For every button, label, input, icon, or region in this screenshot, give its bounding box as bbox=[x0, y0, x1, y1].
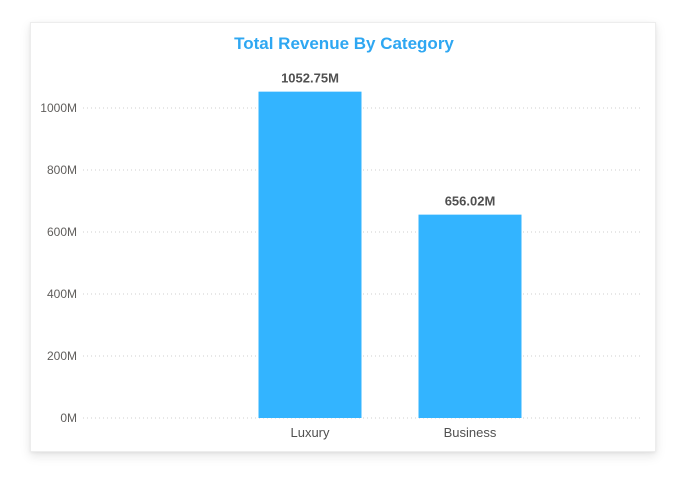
y-tick-label: 800M bbox=[47, 163, 77, 177]
y-tick-label: 600M bbox=[47, 225, 77, 239]
bar-luxury[interactable] bbox=[258, 91, 362, 419]
data-label: 1052.75M bbox=[281, 71, 339, 86]
x-tick-label: Luxury bbox=[290, 425, 330, 440]
y-tick-label: 0M bbox=[60, 411, 77, 425]
gridlines bbox=[83, 107, 643, 419]
x-tick-label: Business bbox=[444, 425, 497, 440]
x-axis: Luxury Business bbox=[290, 425, 496, 440]
y-tick-label: 200M bbox=[47, 349, 77, 363]
bars bbox=[258, 91, 522, 419]
chart-title: Total Revenue By Category bbox=[234, 34, 454, 53]
y-tick-label: 400M bbox=[47, 287, 77, 301]
data-labels: 1052.75M 656.02M bbox=[281, 71, 495, 209]
bar-business[interactable] bbox=[418, 214, 522, 418]
data-label: 656.02M bbox=[445, 194, 496, 209]
y-tick-label: 1000M bbox=[40, 101, 77, 115]
y-axis: 0M 200M 400M 600M 800M 1000M bbox=[40, 101, 77, 425]
